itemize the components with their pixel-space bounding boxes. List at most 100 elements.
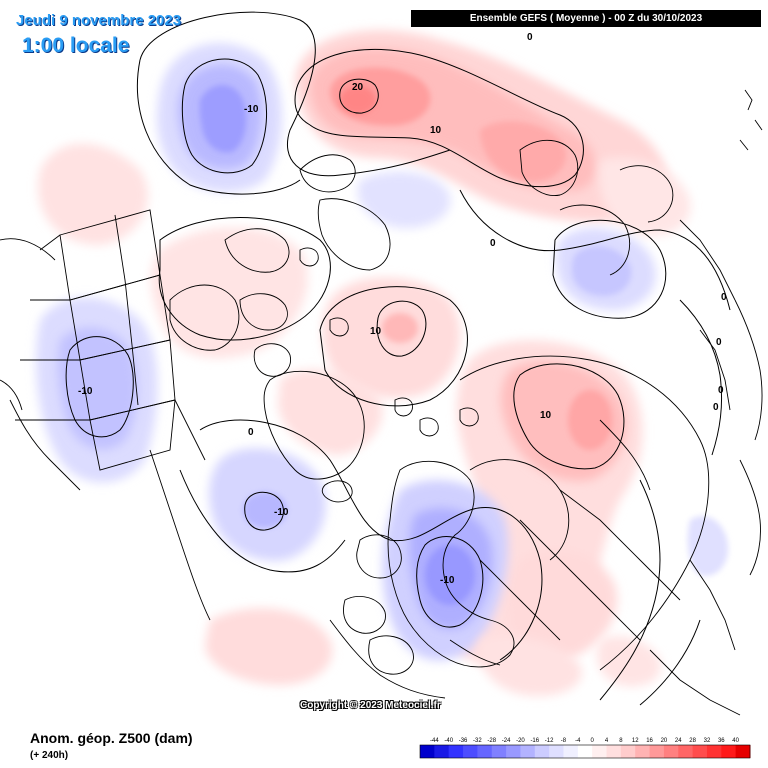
colorbar-ticks: -44 -40 -36 -32 -28 -24 -20 -16 -12 -8 -4 0 4 8 12 16 20…	[430, 738, 740, 744]
colorbar-swatch	[463, 745, 478, 758]
colorbar: -44 -40 -36 -32 -28 -24 -20 -16 -12 -8 -4 0 4 8 12 16 20…	[419, 738, 751, 759]
colorbar-tick-label: -28	[487, 738, 496, 744]
contour-label: 0	[248, 427, 254, 438]
copyright-text: Copyright © 2023 Meteociel.fr	[300, 700, 441, 711]
colorbar-swatch	[706, 745, 722, 758]
colorbar-swatch	[434, 745, 450, 758]
contour-label: -10	[78, 386, 93, 397]
colorbar-tick-label: 0	[591, 738, 595, 744]
colorbar-tick-label: -4	[575, 738, 581, 744]
colorbar-tick-label: -8	[561, 738, 567, 744]
contour-zero-atlantic-south	[179, 469, 346, 573]
colorbar-frame	[419, 744, 751, 759]
colorbar-swatch	[420, 745, 435, 758]
colorbar-swatch	[678, 745, 694, 758]
coastlines	[0, 89, 763, 716]
positive-anomaly-mid-atlantic	[205, 608, 333, 685]
colorbar-tick-label: 24	[675, 738, 682, 744]
colorbar-tick-label: -44	[430, 738, 439, 744]
colorbar-swatch	[663, 745, 679, 758]
colorbar-swatch	[649, 745, 665, 758]
colorbar-swatches	[419, 744, 751, 759]
colorbar-tick-label: -12	[545, 738, 554, 744]
colorbar-swatch	[477, 745, 493, 758]
colorbar-tick-label: -40	[444, 738, 453, 744]
colorbar-tick-label: 4	[605, 738, 609, 744]
contour-label: 10	[540, 410, 552, 421]
colorbar-swatch	[692, 745, 708, 758]
colorbar-swatch	[721, 745, 737, 758]
colorbar-swatch	[577, 745, 593, 758]
colorbar-tick-label: -36	[459, 738, 468, 744]
colorbar-swatch	[735, 745, 751, 758]
colorbar-tick-label: 20	[661, 738, 668, 744]
model-run-bar: Ensemble GEFS ( Moyenne ) - 00 Z du 30/1…	[411, 10, 761, 27]
negative-anomaly-bering	[157, 43, 282, 192]
contour-zero-asia	[459, 189, 731, 311]
colorbar-tick-label: -20	[516, 738, 525, 744]
positive-anomaly-canada	[150, 227, 308, 359]
forecast-time: 1:00 locale	[22, 34, 130, 57]
contour-label: 0	[713, 402, 719, 413]
colorbar-swatch	[549, 745, 564, 758]
contour-labels: 20 10 -10 0 0 10 10 -10 0 -10 -10 0 0 0 …	[78, 32, 727, 586]
lead-time: (+ 240h)	[30, 750, 69, 761]
contour-label: -10	[274, 507, 289, 518]
positive-anomaly-south-asia	[479, 636, 582, 696]
negative-anomaly-east-edge	[687, 516, 729, 576]
contour-zero-canada	[158, 217, 331, 341]
forecast-date: Jeudi 9 novembre 2023	[16, 12, 182, 29]
colorbar-swatch	[563, 745, 579, 758]
positive-anomaly-arctic	[322, 277, 460, 399]
contour-label: 10	[370, 326, 382, 337]
contour-label: 0	[716, 337, 722, 348]
colorbar-tick-label: 16	[646, 738, 653, 744]
contour-label: -10	[440, 575, 455, 586]
colorbar-tick-label: 36	[718, 738, 725, 744]
colorbar-tick-label: -16	[530, 738, 539, 744]
contour-label: 20	[352, 82, 364, 93]
colorbar-swatch	[506, 745, 521, 758]
contour-label: 0	[721, 292, 727, 303]
contour-zero-pacific	[136, 59, 301, 195]
colorbar-swatch	[620, 745, 636, 758]
negative-anomaly-east-asia	[555, 228, 656, 311]
contour-zero-east-a	[679, 299, 723, 456]
contour-neg-ten-north-america	[65, 336, 134, 438]
positive-anomaly-north-pacific	[295, 30, 668, 222]
variable-title: Anom. géop. Z500 (dam)	[30, 730, 193, 746]
anomaly-contours	[65, 11, 731, 706]
colorbar-swatch	[606, 745, 622, 758]
contour-label: 0	[527, 32, 533, 43]
colorbar-swatch	[592, 745, 608, 758]
contour-zero-east-b	[599, 479, 661, 701]
contour-zero-arctic	[319, 286, 468, 407]
anomaly-shading	[36, 30, 729, 696]
contour-zero-atlantic	[199, 419, 543, 661]
contour-ten-arctic	[376, 300, 427, 357]
negative-anomaly-north-atlantic	[209, 448, 326, 561]
colorbar-swatch	[491, 745, 507, 758]
colorbar-swatch	[448, 745, 464, 758]
contour-neg-ten-europe	[416, 536, 484, 628]
contour-ten-siberia	[513, 363, 625, 470]
contour-zero-east-c	[639, 619, 701, 706]
colorbar-swatch	[520, 745, 536, 758]
negative-anomaly-north-america	[36, 297, 158, 483]
contour-ten-north-pacific	[294, 48, 584, 188]
colorbar-swatch	[635, 745, 651, 758]
colorbar-swatch	[534, 745, 550, 758]
colorbar-tick-label: -32	[473, 738, 482, 744]
negative-anomaly-central-asia	[357, 171, 451, 229]
colorbar-tick-label: -24	[502, 738, 511, 744]
colorbar-tick-label: 32	[704, 738, 711, 744]
contour-label: 0	[718, 385, 724, 396]
positive-anomaly-east-asia	[599, 157, 691, 236]
contour-zero-east-asia	[552, 219, 667, 319]
contour-twenty-north-pacific	[339, 78, 379, 114]
colorbar-tick-label: 8	[619, 738, 623, 744]
contour-neg-ten-north-atlantic	[244, 491, 284, 531]
contour-label: 10	[430, 125, 442, 136]
